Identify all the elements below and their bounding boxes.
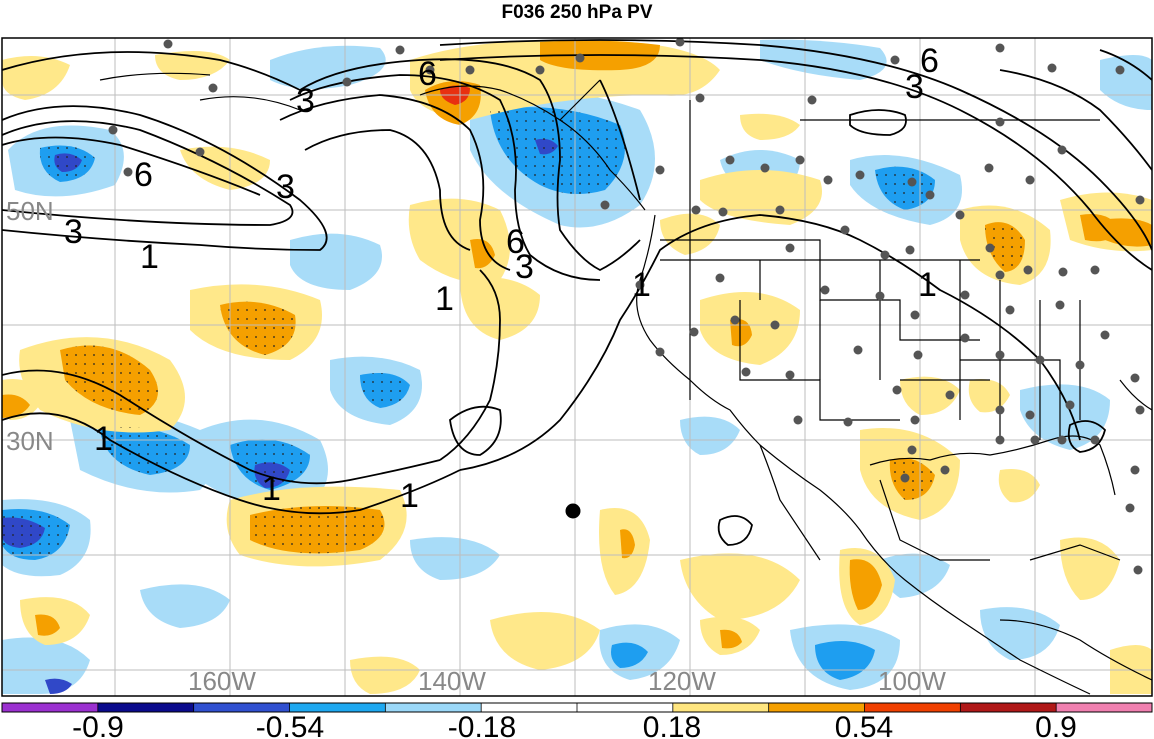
colorbar-segment — [481, 703, 578, 712]
colorbar-label: -0.54 — [256, 711, 324, 739]
contour-labels: 6 3 6 3 6 3 3 1 6 3 1 1 1 1 1 1 — [64, 42, 939, 515]
contour-label-6: 6 — [134, 156, 153, 194]
lon-label-160w: 160W — [188, 666, 256, 696]
colorbar-label: -0.9 — [72, 711, 124, 739]
colorbar-segment — [1056, 703, 1153, 712]
contour-label-1: 1 — [400, 477, 419, 515]
map-title: F036 250 hPa PV — [501, 2, 653, 23]
contour-label-3: 3 — [276, 168, 295, 206]
colorbar-segment — [960, 703, 1057, 712]
colorbar-label: 0.9 — [1035, 711, 1077, 739]
graticule — [2, 38, 1152, 696]
colorbar-segment — [672, 703, 770, 712]
colorbar-label: 0.54 — [835, 711, 893, 739]
lon-label-120w: 120W — [648, 666, 716, 696]
contour-label-3: 3 — [515, 248, 534, 286]
contour-label-1: 1 — [435, 280, 454, 318]
contour-label-6: 6 — [920, 42, 939, 80]
colorbar — [2, 703, 1153, 712]
colorbar-labels: -0.9 -0.54 -0.18 0.18 0.54 0.9 — [72, 711, 1077, 739]
contour-label-1: 1 — [918, 266, 937, 304]
colorbar-label: 0.18 — [643, 711, 701, 739]
colorbar-frame — [1, 702, 1153, 713]
colorbar-label: -0.18 — [448, 711, 516, 739]
significance-stippling — [2, 107, 1025, 560]
contour-label-1: 1 — [632, 266, 651, 304]
colorbar-segment — [864, 703, 961, 712]
target-point-marker — [565, 503, 581, 519]
pv-contours — [2, 39, 1152, 546]
lat-label-30n: 30N — [6, 426, 54, 456]
contour-label-6: 6 — [418, 55, 437, 93]
colorbar-segment — [193, 703, 290, 712]
contour-label-1: 1 — [94, 420, 113, 458]
lon-label-140w: 140W — [418, 666, 486, 696]
contour-label-3: 3 — [64, 213, 83, 251]
contour-label-1: 1 — [140, 238, 159, 276]
lon-label-100w: 100W — [878, 666, 946, 696]
coastlines — [99, 72, 1152, 695]
contour-label-3: 3 — [905, 68, 924, 106]
contour-label-6: 6 — [506, 223, 525, 261]
contour-label-1: 1 — [262, 470, 281, 508]
anomaly-shading: 6 3 6 3 6 3 3 1 6 3 1 1 1 1 1 1 50N 30N … — [2, 38, 1152, 696]
station-markers — [108, 38, 1145, 575]
colorbar-segment — [385, 703, 482, 712]
colorbar-segment — [289, 703, 386, 712]
plot-frame — [1, 37, 1153, 697]
contour-label-3: 3 — [296, 82, 315, 120]
colorbar-segment — [2, 703, 99, 712]
colorbar-segment — [97, 703, 195, 712]
colorbar-segment — [577, 703, 674, 712]
lat-label-50n: 50N — [6, 196, 54, 226]
colorbar-segment — [768, 703, 865, 712]
